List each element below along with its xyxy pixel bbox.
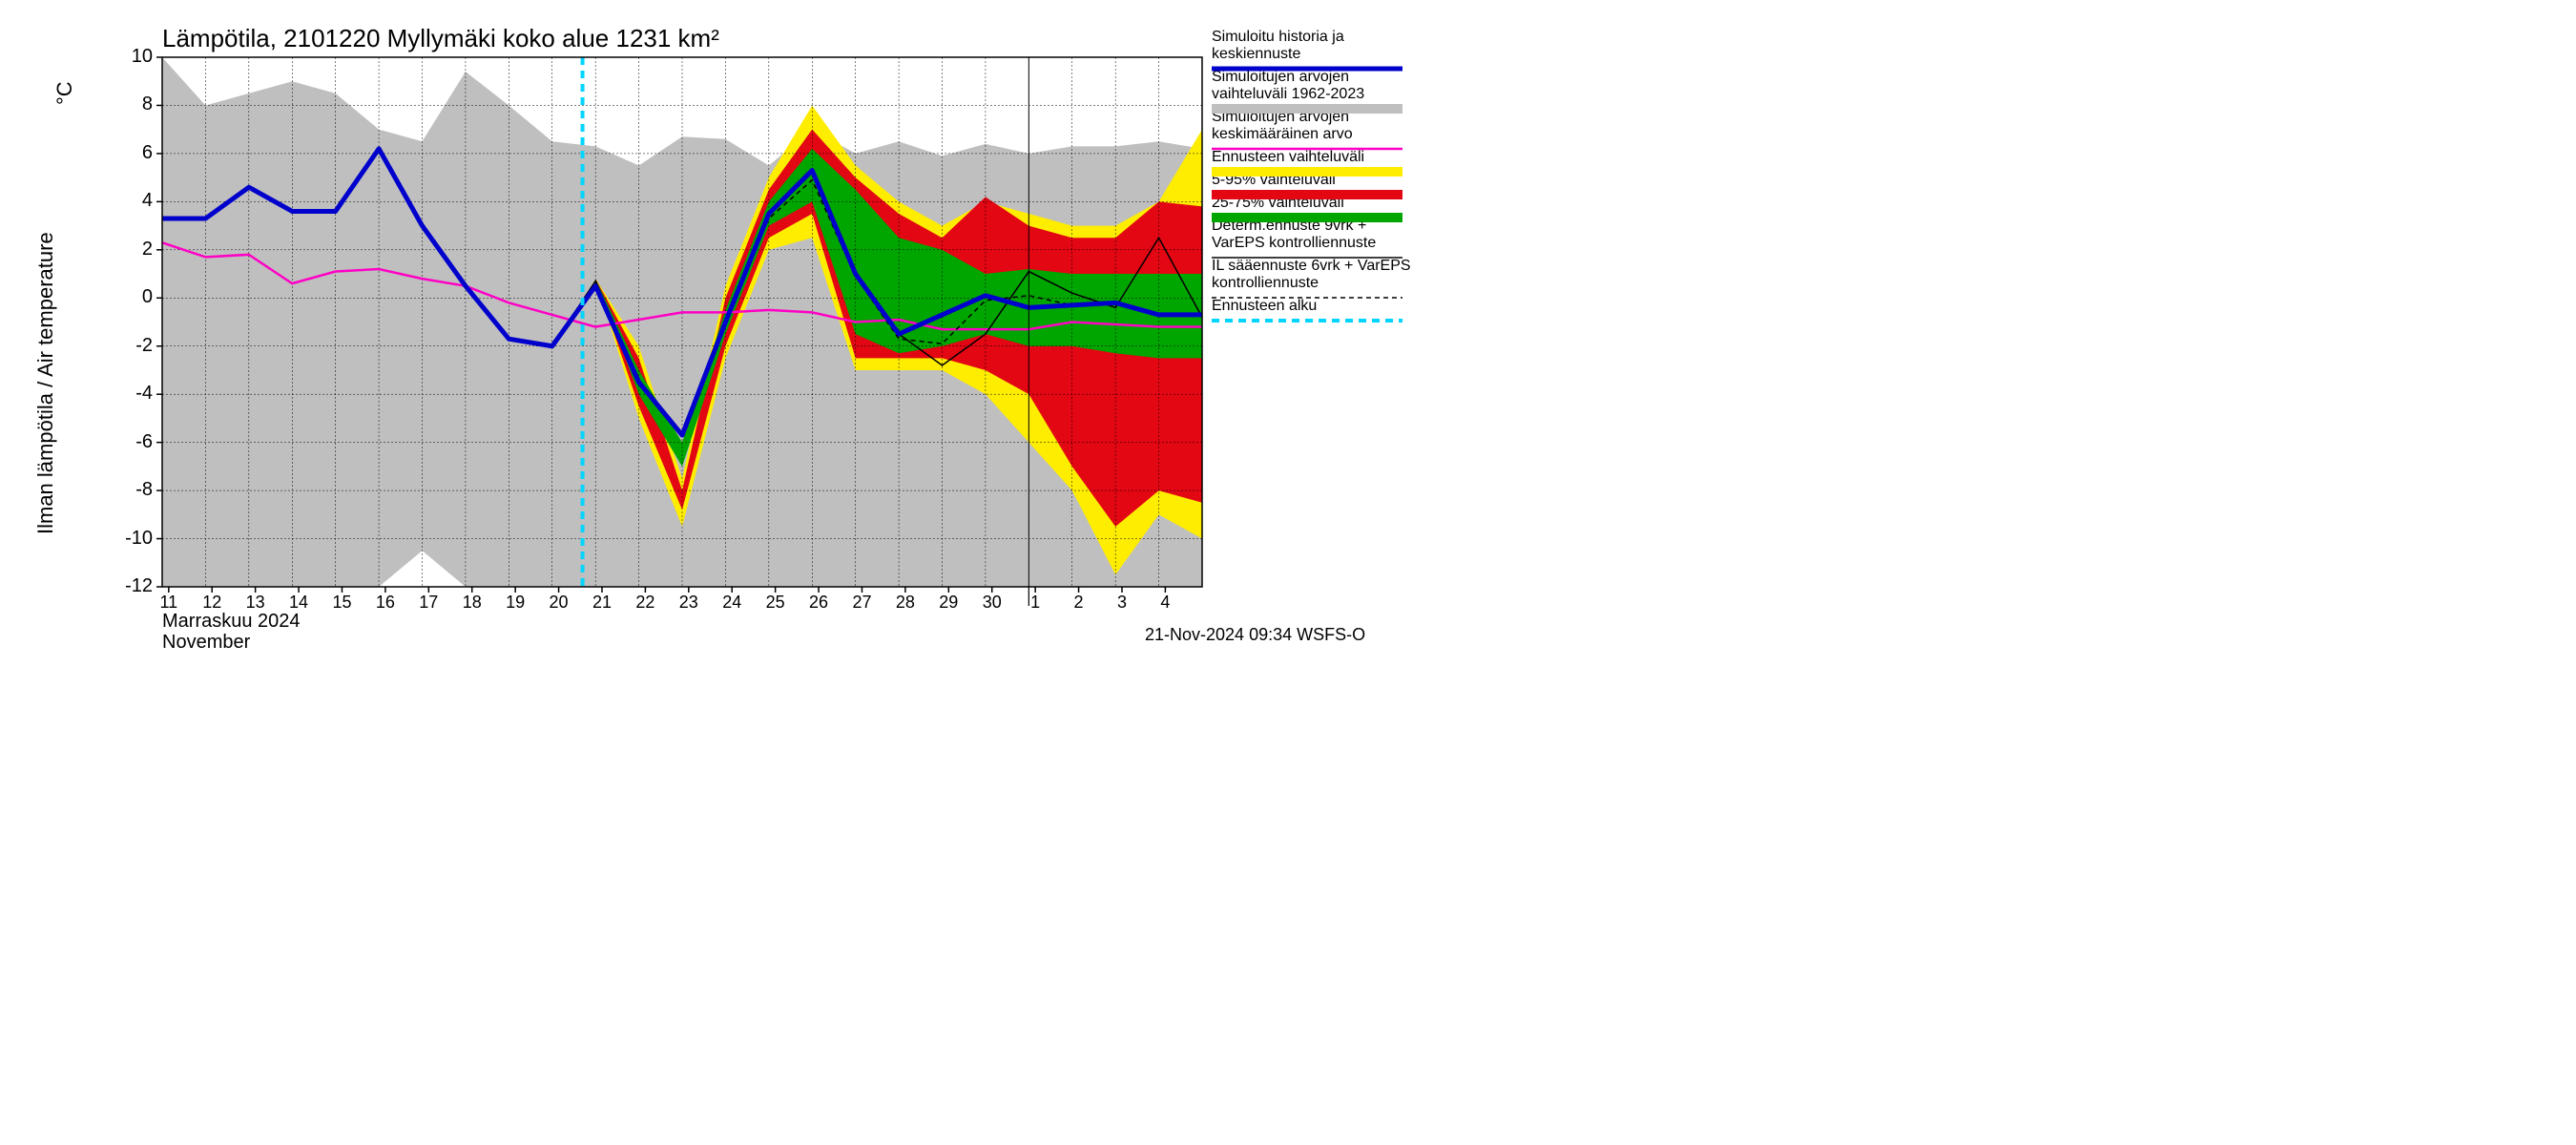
- x-tick: 3: [1108, 593, 1136, 613]
- x-tick: 22: [631, 593, 659, 613]
- x-month-label-2: November: [162, 632, 250, 654]
- y-tick: 8: [105, 94, 153, 115]
- y-tick: -12: [105, 575, 153, 597]
- x-tick: 24: [717, 593, 746, 613]
- x-tick: 14: [284, 593, 313, 613]
- y-tick: 10: [105, 46, 153, 68]
- x-tick: 20: [545, 593, 573, 613]
- y-tick: -4: [105, 383, 153, 405]
- legend-swatch: [1212, 189, 1402, 200]
- chart-container: Lämpötila, 2101220 Myllymäki koko alue 1…: [0, 0, 1431, 668]
- x-tick: 21: [588, 593, 616, 613]
- x-tick: 19: [501, 593, 530, 613]
- x-month-label-1: Marraskuu 2024: [162, 611, 301, 633]
- x-tick: 15: [327, 593, 356, 613]
- x-tick: 4: [1151, 593, 1179, 613]
- x-tick: 26: [804, 593, 833, 613]
- y-tick: 4: [105, 190, 153, 212]
- legend-swatch: [1212, 103, 1402, 114]
- x-tick: 28: [891, 593, 920, 613]
- y-tick: -2: [105, 335, 153, 357]
- x-tick: 18: [458, 593, 487, 613]
- x-tick: 1: [1021, 593, 1049, 613]
- legend-entry: Simuloitu historia ja keskiennuste: [1212, 29, 1422, 63]
- legend-swatch: [1212, 166, 1402, 177]
- x-tick: 13: [241, 593, 270, 613]
- y-tick: -10: [105, 528, 153, 550]
- y-tick: -6: [105, 431, 153, 453]
- legend-swatch: [1212, 252, 1402, 263]
- legend-label: Simuloitu historia ja keskiennuste: [1212, 29, 1422, 63]
- x-tick: 23: [675, 593, 703, 613]
- x-tick: 11: [155, 593, 183, 613]
- legend: Simuloitu historia ja keskiennusteSimulo…: [1212, 29, 1422, 321]
- x-tick: 2: [1065, 593, 1093, 613]
- x-tick: 16: [371, 593, 400, 613]
- legend-swatch: [1212, 315, 1402, 326]
- x-tick: 17: [414, 593, 443, 613]
- y-tick: -8: [105, 479, 153, 501]
- legend-swatch: [1212, 143, 1402, 155]
- x-tick: 27: [847, 593, 876, 613]
- legend-swatch: [1212, 292, 1402, 303]
- y-tick: 2: [105, 239, 153, 260]
- x-tick: 30: [978, 593, 1007, 613]
- x-tick: 25: [761, 593, 790, 613]
- x-tick: 12: [197, 593, 226, 613]
- x-tick: 29: [934, 593, 963, 613]
- y-tick: 6: [105, 142, 153, 164]
- legend-swatch: [1212, 212, 1402, 223]
- footer-timestamp: 21-Nov-2024 09:34 WSFS-O: [1145, 625, 1365, 645]
- y-tick: 0: [105, 286, 153, 308]
- legend-swatch: [1212, 63, 1402, 74]
